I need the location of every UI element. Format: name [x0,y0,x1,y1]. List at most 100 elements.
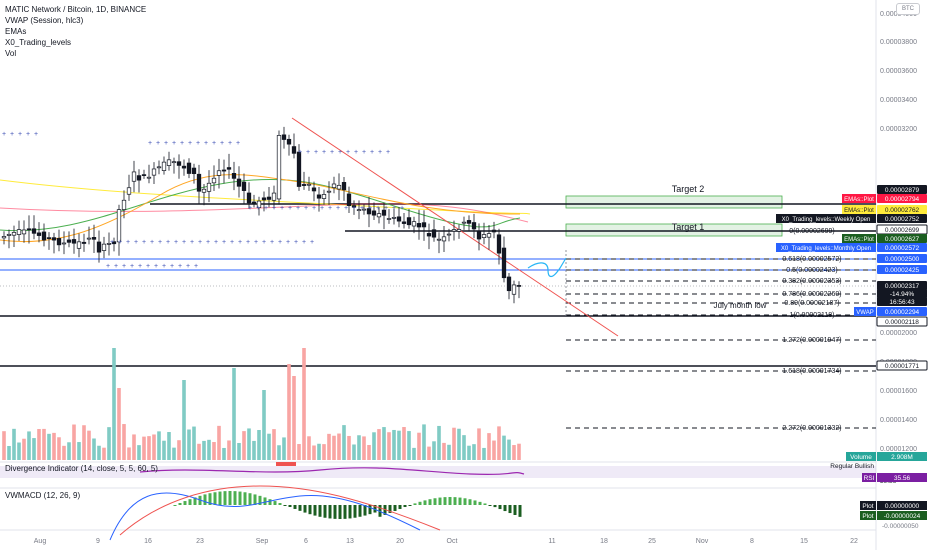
volume-bar [42,428,46,460]
volume-bar [177,440,181,460]
macd-histogram-bar [498,505,502,510]
candle-body [376,213,382,218]
candle-body [491,229,497,233]
price-tag-text: 0.00002794 [885,196,920,203]
fib-level-label: 0(0.00002699) [789,228,835,235]
time-axis-label: 11 [548,538,555,545]
volume-bar [72,424,76,460]
volume-bar [427,446,431,460]
price-tag [877,185,927,194]
time-axis-label: 22 [850,538,858,545]
macd-histogram-bar [468,499,472,505]
volume-bar [387,432,391,460]
price-scale-label: 0.00001400 [880,417,917,424]
price-tag-text: 0.00002752 [885,216,920,223]
plus-marker: + [220,140,224,147]
indicator-label-text: X0_Trading_levels::Weekly Open [782,217,871,223]
price-tag-text: 0.00002879 [885,187,920,194]
vwmacd-title[interactable]: VWMACD (12, 26, 9) [5,491,81,500]
macd-histogram-bar [398,505,402,509]
volume-bar [92,438,96,460]
price-tag-text: 0.00002425 [885,267,920,274]
plus-marker: + [238,239,242,246]
legend-volume[interactable]: Vol [5,49,17,58]
plus-marker: + [196,140,200,147]
indicator-label [842,194,876,203]
volume-bar [162,440,166,460]
plot1-label: Plot [862,503,873,510]
time-axis-label: 23 [196,538,204,545]
macd-scale-label: -0.00000050 [882,523,919,530]
target2-box [565,195,783,209]
fib-level-label: 0.89(0.00002187) [784,300,839,307]
macd-histogram-bar [503,505,507,512]
plus-marker: + [162,263,166,270]
volume-bar [237,442,241,460]
indicator-label [842,205,876,214]
candle-body [431,229,437,238]
volume-bar [322,444,326,460]
volume-bar [487,433,491,460]
price-tag-text: 0.00002118 [885,319,919,326]
price-tag [877,243,927,252]
volume-bar [482,447,486,460]
divergence-title[interactable]: Divergence Indicator (14, close, 5, 5, 6… [5,464,158,473]
macd-histogram-bar [508,505,512,514]
macd-histogram-bar [478,501,482,505]
volume-bar [282,437,286,460]
macd-histogram-bar [218,491,222,505]
macd-histogram-bar [228,491,232,505]
volume-bar [272,429,276,460]
volume-bar [127,447,131,460]
plus-marker: + [214,239,218,246]
candle-body [331,183,337,188]
volume-bar [277,445,281,460]
time-axis-label: Oct [447,538,458,545]
price-tag [877,307,927,316]
plus-marker: + [170,263,174,270]
indicator-label-text: X0_Trading_levels::Monthly Open [781,246,871,252]
price-scale-label: 0.00003600 [880,68,917,75]
ema-orange-line [0,174,521,243]
candle-body [301,184,307,186]
volume-bar [422,424,426,460]
rsi-value: 35.56 [894,475,911,482]
volume-bar [37,429,41,460]
target1-label: Target 1 [672,222,705,232]
volume-bar [397,430,401,460]
currency-tag[interactable]: BTC [896,3,920,15]
candle-body [336,184,342,190]
legend-trading-levels[interactable]: X0_Trading_levels [5,38,71,47]
volume-bar [12,428,16,460]
candle-body [11,232,17,236]
plus-marker: + [386,149,390,156]
volume-bar [392,429,396,460]
macd-histogram-bar [348,505,352,519]
plus-marker: + [286,239,290,246]
candle-body [166,159,172,166]
candle-body [26,228,32,231]
volume-bar [502,435,506,460]
macd-histogram-bar [193,497,197,505]
candle-body [351,205,357,208]
plus-marker: + [262,239,266,246]
time-axis-label: 18 [600,538,608,545]
indicator-label-text: EMAs::Plot [844,237,874,243]
plus-marker: + [154,263,158,270]
plus-marker: + [150,239,154,246]
legend-vwap[interactable]: VWAP (Session, hlc3) [5,16,84,25]
candle-body [411,221,417,227]
plus-marker: + [236,140,240,147]
candle-body [6,233,12,236]
legend-emas[interactable]: EMAs [5,27,27,36]
volume-bar [517,443,521,460]
plus-marker: + [148,140,152,147]
plus-marker: + [110,239,114,246]
candle-body [111,241,117,245]
price-tag-text: 0.00002762 [885,207,920,214]
volume-bar [407,431,411,460]
candle-body [231,172,237,179]
symbol-title[interactable]: MATIC Network / Bitcoin, 1D, BINANCE [5,5,147,14]
